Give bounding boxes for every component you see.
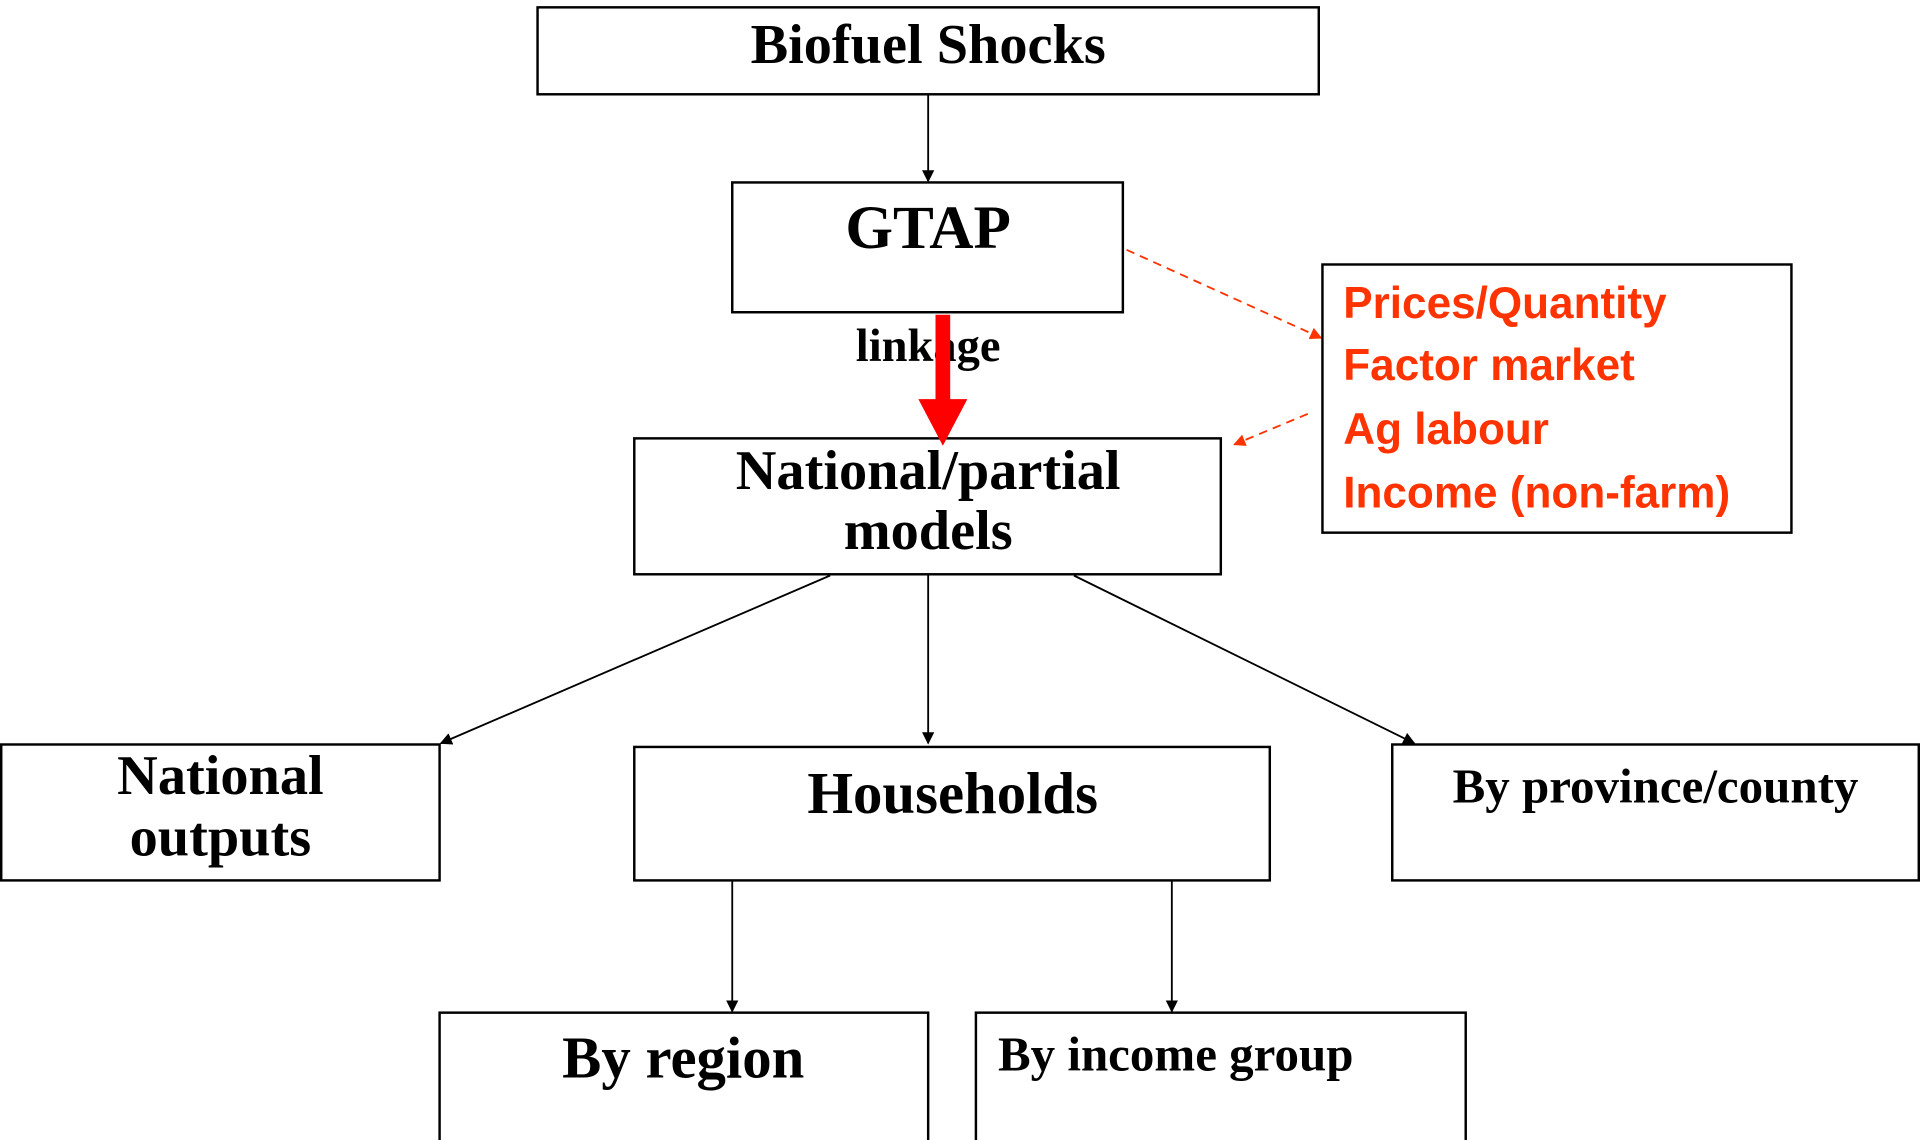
side-box xyxy=(1321,263,1793,534)
node-label: GTAP xyxy=(845,194,1011,262)
node-box xyxy=(974,1011,1467,1140)
side-item: Factor market xyxy=(1343,341,1635,390)
node-label: By region xyxy=(562,1026,804,1091)
edge xyxy=(439,574,831,745)
node-label: National xyxy=(117,745,324,807)
node-label: By income group xyxy=(998,1026,1354,1081)
edge-label: linkage xyxy=(856,321,1001,372)
side-item: Income (non-farm) xyxy=(1343,469,1730,518)
dashed-edge xyxy=(1126,248,1323,339)
node-box xyxy=(0,743,441,882)
node-label: Biofuel Shocks xyxy=(751,14,1106,76)
node-label: National/partial xyxy=(736,440,1121,502)
node-box xyxy=(536,6,1320,96)
node-box xyxy=(438,1011,930,1140)
side-item: Prices/Quantity xyxy=(1343,279,1667,328)
node-box xyxy=(633,745,1272,882)
node-label: By province/county xyxy=(1453,758,1859,813)
node-box xyxy=(731,181,1125,314)
edge xyxy=(1073,574,1416,745)
node-label: outputs xyxy=(130,806,312,868)
node-label: Households xyxy=(807,761,1098,826)
node-box xyxy=(1391,743,1920,882)
node-label: models xyxy=(844,500,1013,562)
dashed-edge xyxy=(1233,413,1309,446)
link-arrow xyxy=(918,314,968,446)
node-box xyxy=(633,437,1223,576)
side-item: Ag labour xyxy=(1343,405,1549,454)
